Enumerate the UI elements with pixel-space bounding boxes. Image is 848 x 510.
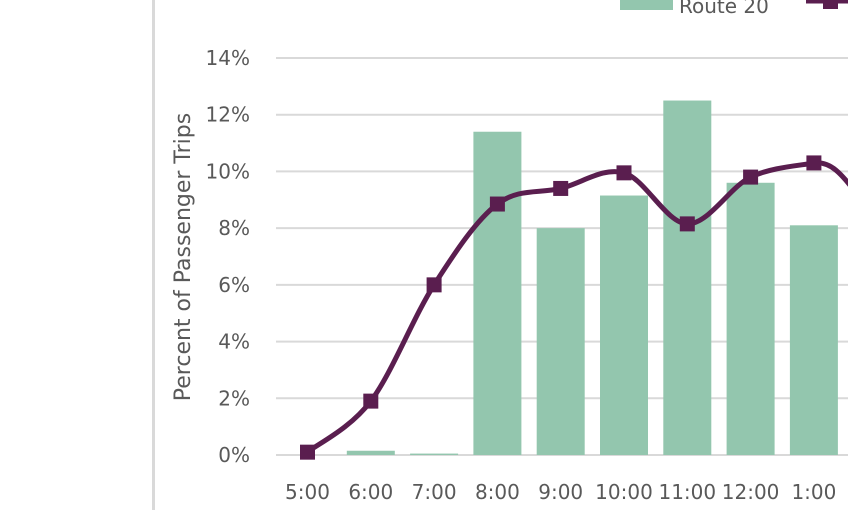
legend-bar-swatch	[620, 0, 673, 10]
y-tick-label: 2%	[218, 386, 250, 410]
x-tick-label: 8:00	[475, 480, 520, 504]
y-tick-label: 8%	[218, 216, 250, 240]
bar	[473, 131, 522, 455]
line-point	[489, 196, 505, 212]
legend-line-marker	[823, 0, 838, 9]
series-line	[305, 160, 848, 455]
x-tick-label: 7:00	[412, 480, 457, 504]
line-point	[616, 165, 632, 181]
y-tick-label: 10%	[206, 159, 250, 183]
legend: Route 20	[620, 0, 848, 18]
bar	[410, 453, 459, 455]
bar	[726, 182, 775, 455]
line-point	[679, 216, 695, 232]
bar	[663, 100, 712, 456]
bar	[789, 225, 838, 455]
y-tick-label: 0%	[218, 443, 250, 467]
y-tick-label: 12%	[206, 103, 250, 127]
y-axis-title: Percent of Passenger Trips	[171, 113, 196, 401]
line-point	[300, 444, 315, 460]
panel-divider	[152, 0, 155, 510]
legend-bar-label: Route 20	[679, 0, 769, 18]
line-point	[363, 393, 379, 409]
line-point	[743, 169, 759, 185]
x-tick-label: 10:00	[595, 480, 653, 504]
y-tick-label: 4%	[218, 330, 250, 354]
bar	[346, 450, 395, 455]
x-tick-label: 12:00	[722, 480, 780, 504]
bar-series	[346, 100, 838, 456]
bar	[600, 195, 648, 455]
x-axis-ticks: 5:00 6:00 7:00 8:00 9:00 10:00 11:00 12:00 1:00	[285, 480, 836, 504]
y-tick-label: 14%	[206, 46, 250, 70]
x-tick-label: 11:00	[658, 480, 716, 504]
line-series	[300, 155, 848, 460]
line-point	[806, 155, 822, 171]
x-tick-label: 1:00	[791, 480, 836, 504]
y-axis-ticks: 0% 2% 4% 6% 8% 10% 12% 14%	[206, 46, 250, 467]
bar	[536, 228, 585, 455]
x-tick-label: 5:00	[285, 480, 330, 504]
line-point	[426, 277, 442, 293]
x-tick-label: 9:00	[538, 480, 583, 504]
line-point	[553, 180, 569, 196]
x-tick-label: 6:00	[348, 480, 393, 504]
y-tick-label: 6%	[218, 273, 250, 297]
